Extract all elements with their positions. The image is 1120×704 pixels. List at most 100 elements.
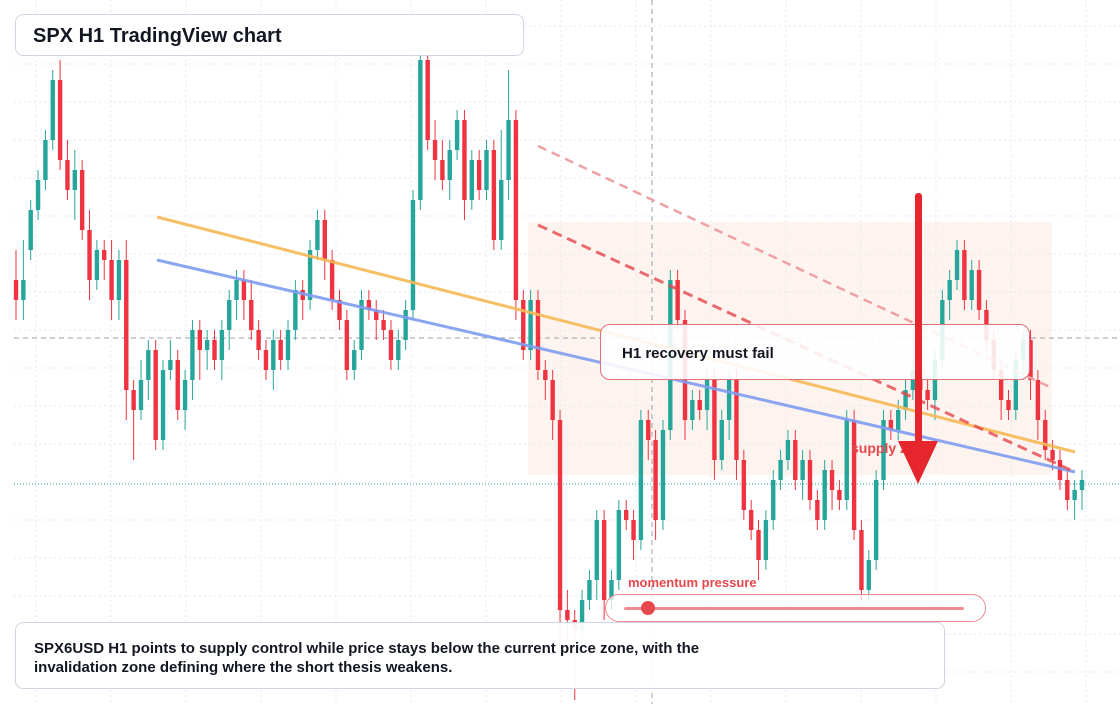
candle-body [396,340,401,360]
candle [131,380,136,460]
candle-body [197,330,202,350]
candle-body [543,370,548,380]
caption-panel: SPX6USD H1 points to supply control whil… [15,622,945,689]
candle-body [447,150,452,180]
candle-body [763,520,769,560]
candle [263,340,269,380]
candle-body [690,400,695,420]
candle [793,430,798,490]
candle [484,140,489,200]
candle [499,130,504,250]
candle-body [925,390,930,400]
candle [631,510,636,560]
candle-body [837,490,842,500]
candle [94,240,100,290]
candle [21,240,26,320]
recovery-note: H1 recovery must fail [600,324,1030,380]
candle-body [219,330,225,360]
candle [675,270,680,330]
candle [859,520,864,600]
candle-body [675,280,680,320]
candle-body [87,230,92,280]
candle-body [1072,490,1077,500]
candle [35,170,41,220]
candle-body [43,140,48,180]
candle [293,280,298,340]
candle-body [381,320,386,330]
candle-body [601,520,607,600]
candle [43,130,48,190]
candle-body [594,520,599,580]
candle-body [903,390,908,410]
candle [182,370,188,430]
candle-body [204,340,210,350]
candle [219,320,225,380]
candle [190,320,195,400]
candle [285,320,291,370]
candle-body [476,160,482,190]
candle [815,490,820,530]
candle-body [344,320,350,370]
candle-body [653,440,658,520]
candle-body [57,80,63,160]
candle-body [969,270,974,300]
candle [160,360,166,450]
candle [447,140,452,200]
candle [403,300,408,350]
candle [969,260,974,310]
momentum-label: momentum pressure [628,575,757,590]
candle [601,510,607,620]
candle-body [513,120,519,300]
candle-body [109,260,114,300]
candle [1035,370,1041,440]
candle-body [182,380,188,410]
candle-body [565,610,570,620]
candle [410,190,416,320]
candle [278,330,283,370]
candle [822,460,827,530]
candle-body [851,420,857,530]
candle [72,150,78,220]
candle-body [550,380,555,420]
candle [1028,330,1033,400]
caption-text: SPX6USD H1 points to supply control whil… [34,640,700,676]
candle [748,500,754,540]
candle [763,510,769,570]
candle-body [1028,340,1033,380]
candle-body [212,340,217,360]
candle [734,370,739,480]
candle-body [293,290,298,330]
candle-body [190,330,195,380]
candle-body [638,420,644,540]
candle-body [175,360,180,410]
candle-body [631,520,636,540]
candle-body [440,160,445,180]
candle-body [741,460,747,510]
candle-body [13,280,19,300]
candle-body [873,480,879,560]
candle-body [234,280,239,300]
candle-body [557,420,563,610]
candle-body [329,260,335,300]
candle-body [881,420,886,480]
candle [594,510,599,600]
candle [962,240,967,310]
candle-body [859,530,864,590]
candle-body [35,180,41,210]
candle [388,320,394,370]
candle-body [896,410,901,430]
candle [227,290,232,350]
candle-body [1043,420,1048,450]
candle [925,380,930,410]
candle [866,550,871,600]
candle-body [462,120,467,200]
candle-body [79,170,85,230]
candle-body [469,160,475,200]
candle [315,210,320,260]
candle [256,320,261,360]
candle [374,300,379,340]
candle [204,330,210,370]
candle [307,240,313,310]
candle-body [410,200,416,310]
